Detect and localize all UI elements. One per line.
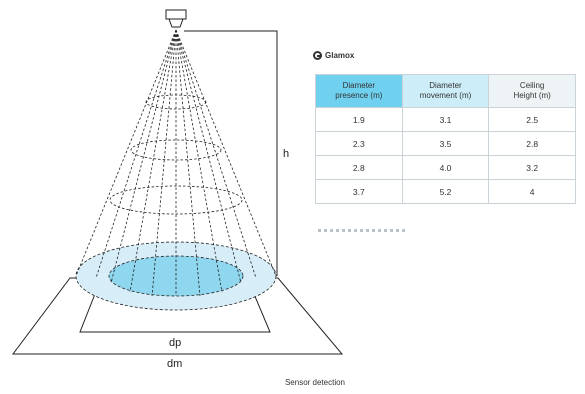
table-cell: 3.7 <box>315 179 403 204</box>
table-row: 1.9 3.1 2.5 <box>315 107 576 132</box>
table-row: 2.3 3.5 2.8 <box>315 131 576 156</box>
presence-zone-ellipse <box>108 255 244 297</box>
brand-name: Glamox <box>325 51 355 60</box>
column-header-movement: Diameter movement (m) <box>401 74 490 108</box>
table-cell: 4.0 <box>401 155 490 180</box>
brand-logo: Glamox <box>313 51 354 60</box>
height-dimension-line <box>184 30 278 276</box>
table-cell: 2.5 <box>488 107 576 132</box>
table-cell: 3.1 <box>401 107 490 132</box>
table-cell: 2.3 <box>315 131 403 156</box>
table-cell: 3.2 <box>488 155 576 180</box>
table-header-row: Diameter presence (m) Diameter movement … <box>315 74 576 108</box>
height-label: h <box>283 148 289 160</box>
column-header-presence: Diameter presence (m) <box>315 74 403 108</box>
ceiling-sensor-icon <box>165 9 187 28</box>
table-cell: 2.8 <box>488 131 576 156</box>
caption-text: Sensor detection <box>284 378 346 387</box>
presence-diameter-label: dp <box>169 337 181 349</box>
decorative-dash-strip <box>318 229 408 232</box>
table-row: 2.8 4.0 3.2 <box>315 155 576 180</box>
table-cell: 3.5 <box>401 131 490 156</box>
glamox-logo-icon <box>313 51 322 60</box>
table-cell: 5.2 <box>401 179 490 204</box>
detection-spec-table: Diameter presence (m) Diameter movement … <box>315 74 576 204</box>
column-header-ceiling-height: Ceiling Height (m) <box>488 74 576 108</box>
cone-cross-sections <box>109 94 243 215</box>
detection-cone-rays <box>75 29 277 297</box>
diagram-caption: Sensor detection <box>0 378 585 387</box>
movement-diameter-label: dm <box>167 358 182 370</box>
table-cell: 1.9 <box>315 107 403 132</box>
table-cell: 2.8 <box>315 155 403 180</box>
table-row: 3.7 5.2 4 <box>315 179 576 204</box>
table-cell: 4 <box>488 179 576 204</box>
